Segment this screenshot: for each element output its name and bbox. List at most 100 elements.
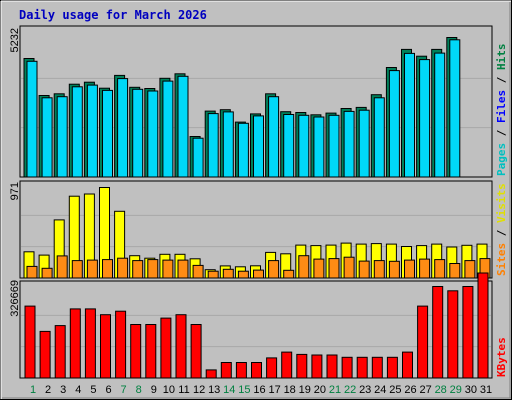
bar-files-day-22 [343,110,355,178]
bar-kbytes-day-3 [54,325,66,379]
bar-files-day-14 [222,111,234,178]
day-label-1: 1 [30,384,36,396]
bar-files-day-16 [253,115,264,178]
bar-sites-day-14 [222,268,234,279]
bar-sites-day-18 [283,269,295,279]
legend-files: Files [495,90,508,123]
day-label-11: 11 [178,384,189,396]
bar-files-day-17 [268,96,280,178]
bar-sites-day-6 [102,259,113,279]
day-label-27: 27 [419,384,431,396]
bar-files-day-20 [313,116,325,178]
bar-sites-day-25 [388,260,400,279]
panel-top-ymax-label: 5232 [9,28,21,52]
legend-pages: Pages [495,143,508,176]
bar-sites-day-13 [207,270,219,279]
day-label-23: 23 [359,384,371,396]
legend-sep-3: / [495,223,508,243]
bar-kbytes-day-15 [235,362,247,379]
bar-files-day-3 [56,96,68,178]
bar-files-day-24 [373,97,385,178]
bar-sites-day-2 [41,267,53,279]
bar-files-day-9 [147,90,159,178]
panel-bottom-box [19,280,493,379]
bar-files-day-26 [404,52,415,178]
day-label-16: 16 [253,384,265,396]
bar-sites-day-28 [434,259,446,279]
bar-files-day-27 [419,59,431,178]
day-label-6: 6 [105,384,111,396]
bar-sites-day-11 [177,259,189,279]
bar-files-day-18 [283,114,295,178]
bar-kbytes-day-1 [24,305,36,379]
bar-kbytes-day-26 [402,351,413,379]
bar-kbytes-day-31 [477,272,489,379]
bar-kbytes-day-12 [190,324,202,379]
day-label-9: 9 [151,384,157,396]
bar-kbytes-day-21 [326,354,338,379]
legend-visits: Visits [495,183,508,223]
bar-kbytes-day-18 [281,351,293,379]
bar-files-day-4 [71,86,83,178]
bar-kbytes-day-22 [341,356,353,379]
bar-sites-day-9 [147,259,159,279]
legend-sites: Sites [495,243,508,276]
day-label-14: 14 [223,384,235,396]
bar-sites-day-30 [464,260,476,279]
bar-kbytes-day-25 [386,356,398,379]
bar-files-day-10 [162,80,174,178]
bar-sites-day-27 [419,258,431,279]
bar-kbytes-day-13 [205,369,217,379]
bar-kbytes-day-17 [266,357,278,379]
panel-middle-ymax-label: 971 [9,182,21,200]
bar-kbytes-day-16 [251,362,262,379]
legend-kbytes: KBytes [495,337,508,377]
panel-top-legend: Pages / Files / Hits [495,44,508,177]
bar-kbytes-day-23 [356,356,368,379]
chart-title: Daily usage for March 2026 [19,8,207,22]
bar-kbytes-day-4 [69,308,81,379]
day-label-15: 15 [238,384,250,396]
bar-files-day-19 [298,114,310,178]
legend-sep-1: / [495,123,508,143]
day-label-2: 2 [45,384,51,396]
bar-files-day-28 [434,52,446,178]
bar-kbytes-day-19 [296,353,308,379]
panel-bottom-ymax-label: 326669 [9,280,21,317]
day-label-26: 26 [404,384,416,396]
panel-bottom-legend: KBytes [495,337,508,377]
bar-sites-day-12 [192,264,204,279]
bar-sites-day-3 [56,255,68,279]
bar-files-day-6 [102,89,113,178]
day-label-17: 17 [268,384,280,396]
bar-kbytes-day-24 [371,356,383,379]
bar-files-day-11 [177,75,189,178]
day-label-21: 21 [329,384,341,396]
day-label-18: 18 [284,384,296,396]
bar-kbytes-day-14 [220,362,232,379]
day-axis-labels: 1 2 3 4 5 6 7 8 9 10 11 12 13 14 15 16 17 18 19 20 21 22 23 24 2… [30,384,492,396]
bar-files-day-7 [117,78,129,178]
bar-sites-day-15 [237,270,249,279]
day-label-28: 28 [435,384,447,396]
bar-sites-day-1 [26,265,38,279]
day-label-30: 30 [465,384,477,396]
bar-files-day-23 [358,109,370,178]
day-label-22: 22 [344,384,356,396]
day-label-12: 12 [193,384,205,396]
bar-kbytes-day-30 [462,286,474,379]
legend-hits: Hits [495,44,508,71]
bar-files-day-13 [207,113,219,178]
bar-sites-day-7 [117,257,129,279]
bar-kbytes-day-11 [175,314,187,379]
bar-sites-day-17 [268,260,280,279]
bar-kbytes-day-20 [311,354,323,379]
bar-kbytes-day-5 [84,308,96,379]
bar-sites-day-26 [404,259,415,279]
chart-marks [21,37,491,379]
bar-files-day-1 [26,60,38,178]
bar-sites-day-22 [343,256,355,279]
bar-files-day-5 [86,84,98,178]
day-label-10: 10 [163,384,175,396]
